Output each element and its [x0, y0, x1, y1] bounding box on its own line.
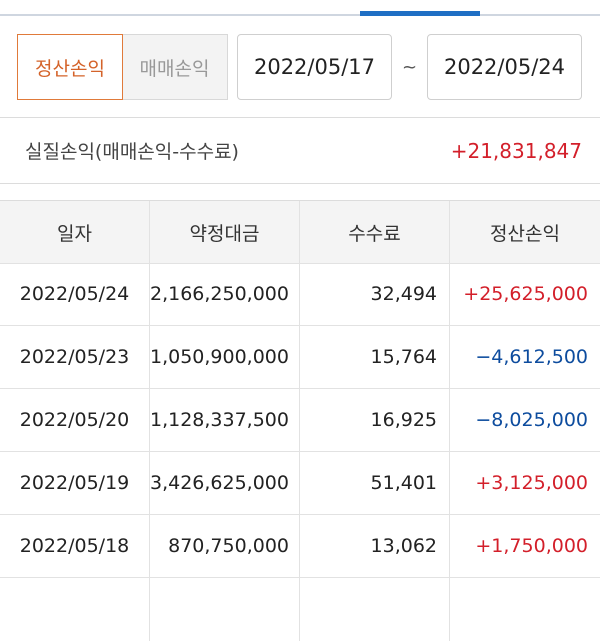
table-row: 2022/05/18 870,750,000 13,062 +1,750,000: [0, 515, 600, 578]
table-cell: 1,128,337,500: [150, 389, 300, 451]
table-cell: 15,764: [300, 326, 450, 388]
table-row: 2022/05/20 1,128,337,500 16,925 −8,025,000: [0, 389, 600, 452]
page: {"tabs": ["정산손익", "매매손익"], "date_range":…: [0, 11, 600, 641]
table-cell: +1,750,000: [475, 535, 588, 557]
table-cell: 2022/05/19: [0, 452, 150, 514]
table-cell: 870,750,000: [150, 515, 300, 577]
table-cell: −8,025,000: [475, 409, 588, 431]
table-cell: 2,166,250,000: [150, 263, 300, 325]
table-cell: [0, 578, 150, 641]
summary-row: 실질손익(매매손익-수수료) +21,831,847: [0, 117, 600, 184]
table-cell: 32,494: [300, 263, 450, 325]
start-date[interactable]: 2022/05/17: [237, 34, 392, 100]
table-cell: [450, 578, 600, 641]
table: 일자 약정대금 수수료 정산손익 2022/05/24 2,166,250,000…: [0, 200, 600, 641]
table-row: 2022/05/23 1,050,900,000 15,764 −4,612,500: [0, 326, 600, 389]
tab-trade[interactable]: 매매손익: [122, 34, 228, 100]
table-cell: 2022/05/23: [0, 326, 150, 388]
date-separator: ~: [401, 56, 418, 78]
table-cell: 51,401: [300, 452, 450, 514]
table-row: 2022/05/24 2,166,250,000 32,494 +25,625,000: [0, 263, 600, 326]
top-divider: [0, 14, 600, 16]
table-cell: +3,125,000: [475, 472, 588, 494]
table-cell: 2022/05/20: [0, 389, 150, 451]
table-cell: −4,612,500: [475, 346, 588, 368]
table-cell: [300, 578, 450, 641]
table-cell: 3,426,625,000: [150, 452, 300, 514]
active-tab-indicator: [360, 11, 480, 16]
table-cell: +25,625,000: [463, 283, 588, 305]
table-cell: 2022/05/24: [0, 263, 150, 325]
table-row-partial: [0, 578, 600, 641]
column-header: 정산손익: [490, 222, 560, 245]
table-row: 2022/05/19 3,426,625,000 51,401 +3,125,000: [0, 452, 600, 515]
tab-settlement[interactable]: 정산손익: [17, 34, 123, 100]
column-header: 일자: [0, 201, 150, 263]
column-header: 수수료: [300, 201, 450, 263]
table-cell: 1,050,900,000: [150, 326, 300, 388]
column-header: 약정대금: [150, 201, 300, 263]
table-cell: [150, 578, 300, 641]
summary-label: 실질손익(매매손익-수수료): [25, 141, 239, 163]
table-cell: 2022/05/18: [0, 515, 150, 577]
table-cell: 16,925: [300, 389, 450, 451]
table-header: 일자 약정대금 수수료 정산손익: [0, 201, 600, 264]
end-date[interactable]: 2022/05/24: [427, 34, 582, 100]
table-cell: 13,062: [300, 515, 450, 577]
summary-value: +21,831,847: [450, 138, 582, 163]
